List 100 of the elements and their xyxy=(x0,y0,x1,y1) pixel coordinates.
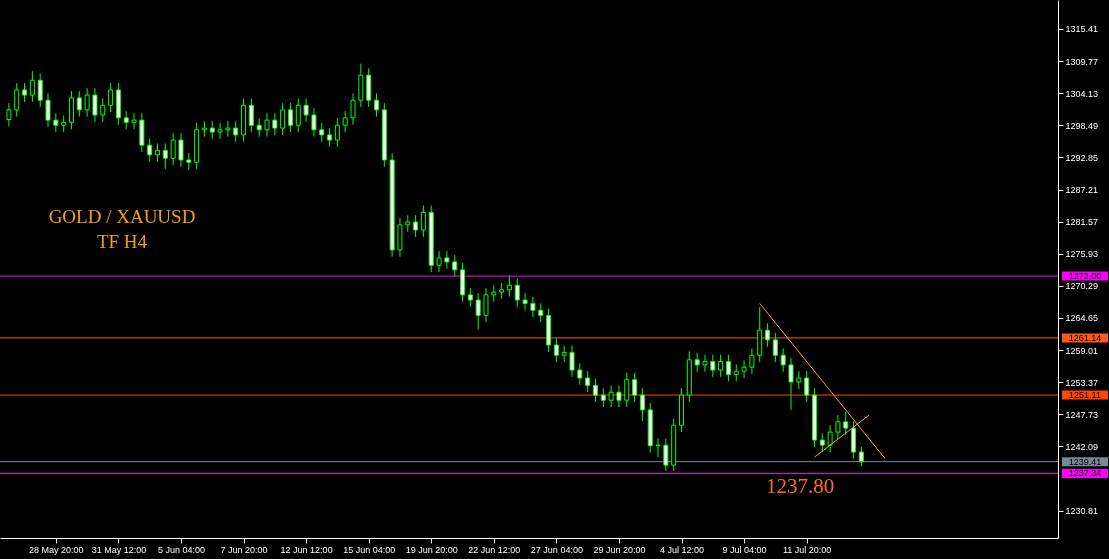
x-tick-label: 28 May 20:00 xyxy=(29,544,84,555)
candlestick xyxy=(616,384,622,408)
candlestick xyxy=(295,97,301,133)
candlestick xyxy=(420,205,426,238)
candlestick xyxy=(327,127,333,148)
candlestick xyxy=(530,296,536,318)
candlestick xyxy=(108,82,114,113)
candlestick xyxy=(702,354,708,373)
x-tick-label: 15 Jun 04:00 xyxy=(343,544,396,555)
candlestick xyxy=(280,102,286,136)
candlestick xyxy=(272,112,278,136)
ref-line-label: 1261.14 xyxy=(1068,332,1102,343)
candlestick xyxy=(788,357,794,411)
candlestick xyxy=(600,387,606,408)
candlestick xyxy=(851,420,857,460)
y-tick-label: 1264.65 xyxy=(1065,313,1099,324)
x-tick-label: 31 May 12:00 xyxy=(91,544,147,555)
y-tick-label: 1287.21 xyxy=(1065,185,1099,196)
candlestick xyxy=(804,370,810,403)
candlestick xyxy=(264,112,270,138)
x-tick-label: 22 Jun 12:00 xyxy=(468,544,521,555)
candlestick xyxy=(217,122,223,140)
ref-line-label: 1272.00 xyxy=(1068,271,1102,282)
y-tick-label: 1281.57 xyxy=(1065,217,1099,228)
candlestick xyxy=(256,117,262,138)
candlestick xyxy=(577,362,583,386)
candlestick xyxy=(45,92,51,128)
candlestick xyxy=(835,414,841,440)
candlestick xyxy=(29,70,35,103)
candlestick xyxy=(373,92,379,118)
candlestick xyxy=(569,345,575,378)
y-tick-label: 1247.73 xyxy=(1065,409,1099,420)
y-tick-label: 1270.29 xyxy=(1065,281,1099,292)
y-tick-label: 1292.85 xyxy=(1065,152,1099,163)
candlestick xyxy=(710,354,716,378)
y-tick-label: 1298.49 xyxy=(1065,120,1099,131)
candlestick xyxy=(84,87,90,118)
ref-line-label: 1237.34 xyxy=(1068,468,1102,479)
candlestick xyxy=(178,132,184,168)
x-tick-label: 4 Jul 12:00 xyxy=(659,544,705,555)
candlestick xyxy=(319,122,325,143)
candlestick xyxy=(725,354,731,382)
y-tick-label: 1259.01 xyxy=(1065,345,1099,356)
ref-line-label: 1239.41 xyxy=(1068,456,1102,467)
candlestick xyxy=(858,446,864,467)
x-tick-label: 11 Jul 20:00 xyxy=(782,544,832,555)
x-tick-label: 29 Jun 20:00 xyxy=(593,544,646,555)
x-tick-label: 7 Jun 20:00 xyxy=(220,544,268,555)
x-tick-label: 5 Jun 04:00 xyxy=(157,544,205,555)
x-tick-label: 12 Jun 12:00 xyxy=(280,544,333,555)
annotation: GOLD / XAUUSD xyxy=(48,206,196,227)
candlestick xyxy=(76,90,82,118)
candlestick xyxy=(475,292,481,331)
candlestick xyxy=(147,137,153,163)
candlestick xyxy=(632,372,638,403)
candlestick xyxy=(287,102,293,133)
candlestick xyxy=(522,292,528,311)
candlestick xyxy=(553,337,559,363)
candlestick xyxy=(452,254,458,278)
candlestick xyxy=(123,110,129,130)
candlestick xyxy=(155,142,161,163)
y-tick-label: 1242.09 xyxy=(1065,441,1099,452)
candlestick xyxy=(131,112,137,130)
x-tick-label: 9 Jul 04:00 xyxy=(722,544,767,555)
candlestick xyxy=(765,322,771,348)
candlestick xyxy=(772,332,778,363)
candlestick xyxy=(436,250,442,273)
candlestick xyxy=(170,132,176,166)
candlestick xyxy=(639,387,645,422)
candlestick xyxy=(514,277,520,308)
y-tick-label: 1315.41 xyxy=(1065,24,1099,35)
y-tick-label: 1309.77 xyxy=(1065,56,1099,67)
candlestick xyxy=(749,347,755,375)
x-tick-label: 19 Jun 20:00 xyxy=(405,544,458,555)
y-tick-label: 1253.37 xyxy=(1065,377,1099,388)
candlestick xyxy=(413,214,419,238)
candlestick xyxy=(718,354,724,378)
candlestick xyxy=(624,372,630,408)
x-tick-label: 27 Jun 04:00 xyxy=(530,544,583,555)
candlestick xyxy=(741,359,747,379)
candlestick xyxy=(225,120,231,138)
candlestick xyxy=(92,87,98,123)
annotation: 1237.80 xyxy=(765,474,835,498)
y-tick-label: 1275.93 xyxy=(1065,249,1099,260)
candlestick xyxy=(334,117,340,148)
candlestick xyxy=(342,110,348,133)
candlestick xyxy=(585,370,591,393)
candlestick xyxy=(608,384,614,408)
candlestick xyxy=(843,411,849,436)
candlestick xyxy=(14,82,20,118)
candlestick xyxy=(248,97,254,133)
candlestick xyxy=(303,97,309,123)
ref-line-label: 1251.11 xyxy=(1069,390,1101,401)
candlestick xyxy=(827,424,833,453)
candlestick xyxy=(467,287,473,308)
candlestick xyxy=(37,72,43,108)
candlestick xyxy=(100,97,106,123)
y-tick-label: 1304.13 xyxy=(1065,88,1099,99)
candlestick xyxy=(6,102,12,127)
candlestick xyxy=(233,120,239,143)
